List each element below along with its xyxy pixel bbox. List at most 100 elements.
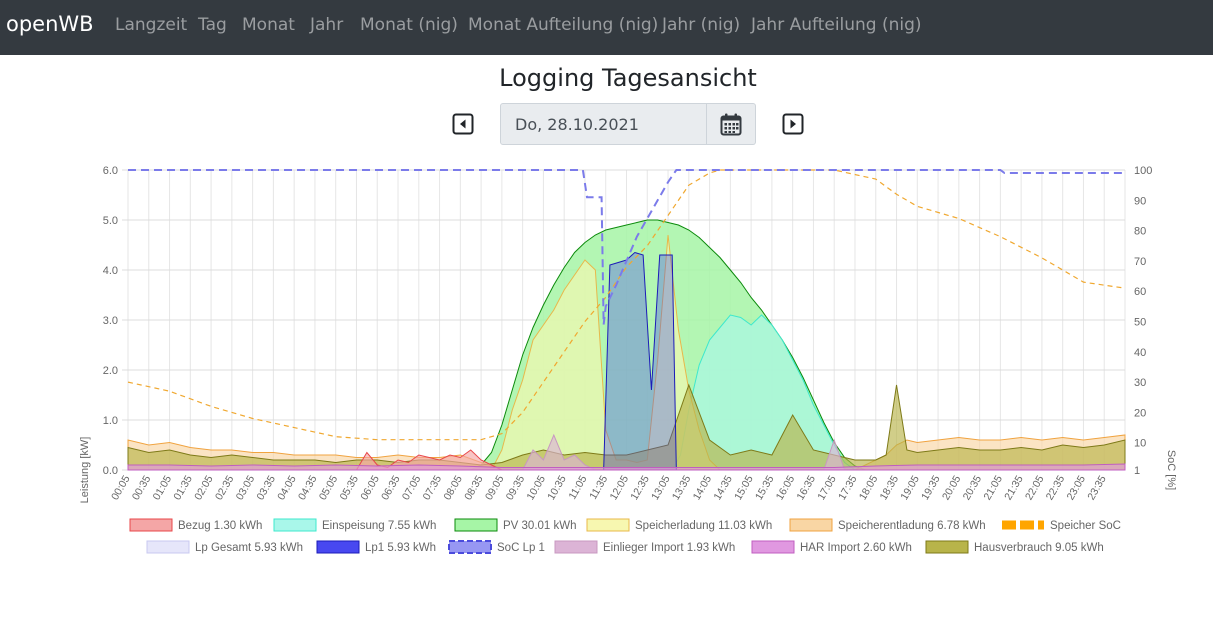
y2-tick-label: 70 <box>1134 256 1146 268</box>
x-tick-label: 07:35 <box>421 473 445 502</box>
x-tick-label: 22:35 <box>1044 473 1068 502</box>
legend-label: Lp1 5.93 kWh <box>365 542 436 554</box>
x-tick-label: 02:05 <box>192 473 216 502</box>
y2-tick-label: 30 <box>1134 377 1146 389</box>
x-tick-label: 05:05 <box>317 473 341 502</box>
caret-left-square-icon[interactable] <box>452 113 474 135</box>
legend-swatch <box>454 518 498 532</box>
legend-item-soc-lp-1[interactable]: SoC Lp 1 <box>448 540 545 554</box>
legend-label: PV 30.01 kWh <box>503 520 577 532</box>
x-tick-label: 19:35 <box>919 473 943 502</box>
x-tick-label: 01:05 <box>151 473 175 502</box>
x-tick-label: 13:35 <box>670 473 694 502</box>
x-tick-label: 06:05 <box>358 473 382 502</box>
x-tick-label: 09:35 <box>504 473 528 502</box>
x-tick-label: 11:05 <box>566 473 589 501</box>
x-tick-label: 10:35 <box>545 473 569 502</box>
x-tick-label: 15:05 <box>732 473 756 502</box>
x-tick-label: 17:05 <box>815 473 839 502</box>
x-tick-label: 23:35 <box>1085 473 1109 502</box>
legend-swatch <box>146 540 190 554</box>
x-tick-label: 18:05 <box>857 473 881 502</box>
y-tick-label: 3.0 <box>103 315 118 327</box>
nav-monat-nig[interactable]: Monat (nig) <box>360 15 458 35</box>
date-picker: Do, 28.10.2021 <box>500 103 756 145</box>
x-tick-label: 19:05 <box>898 473 922 502</box>
legend-item-har-import-2-60-kwh[interactable]: HAR Import 2.60 kWh <box>751 540 912 554</box>
y2-axis-label: SoC [%] <box>1165 450 1177 490</box>
series-area-einlieger-import-1-93-kwh <box>128 433 1125 471</box>
x-tick-label: 05:35 <box>338 473 362 502</box>
calendar-button[interactable] <box>707 103 756 145</box>
y-tick-label: 5.0 <box>103 215 118 227</box>
x-tick-label: 03:35 <box>254 473 278 502</box>
series-area-har-import-2-60-kwh <box>127 463 1126 471</box>
legend-label: SoC Lp 1 <box>497 542 545 554</box>
legend-label: Speicherladung 11.03 kWh <box>635 520 772 532</box>
legend-label: Speicherentladung 6.78 kWh <box>838 520 986 532</box>
date-input[interactable]: Do, 28.10.2021 <box>500 103 707 145</box>
x-tick-label: 03:05 <box>234 473 258 502</box>
x-tick-label: 15:35 <box>753 473 777 502</box>
legend-item-speicherentladung-6-78-kwh[interactable]: Speicherentladung 6.78 kWh <box>789 518 986 532</box>
calendar-icon <box>720 113 742 136</box>
x-tick-label: 12:35 <box>628 473 652 502</box>
nav-jahr-aufteilung-nig[interactable]: Jahr Aufteilung (nig) <box>751 15 922 35</box>
x-tick-label: 23:05 <box>1065 473 1089 502</box>
nav-langzeit[interactable]: Langzeit <box>115 15 188 35</box>
brand-logo[interactable]: openWB <box>6 12 94 36</box>
legend-label: Einspeisung 7.55 kWh <box>322 520 436 532</box>
x-tick-label: 00:35 <box>130 473 154 502</box>
y2-tick-label: 100 <box>1134 165 1152 177</box>
legend-swatch <box>316 540 360 554</box>
x-tick-label: 09:05 <box>483 473 507 502</box>
legend-item-einlieger-import-1-93-kwh[interactable]: Einlieger Import 1.93 kWh <box>554 540 735 554</box>
legend-swatch <box>789 518 833 532</box>
legend-item-bezug-1-30-kwh[interactable]: Bezug 1.30 kWh <box>129 518 262 532</box>
x-tick-label: 11:35 <box>587 473 610 501</box>
nav-monat-aufteilung-nig[interactable]: Monat Aufteilung (nig) <box>468 15 659 35</box>
y-tick-label: 0.0 <box>103 465 118 477</box>
x-tick-label: 14:05 <box>691 473 715 502</box>
nav-jahr-nig[interactable]: Jahr (nig) <box>662 15 741 35</box>
y2-tick-label: 10 <box>1134 438 1146 450</box>
nav-tag[interactable]: Tag <box>198 15 227 35</box>
y2-tick-label: 20 <box>1134 407 1146 419</box>
legend-item-speicher-soc[interactable]: Speicher SoC <box>1002 519 1121 532</box>
x-tick-label: 16:05 <box>774 473 798 502</box>
x-tick-label: 17:35 <box>836 473 860 502</box>
y2-tick-label: 40 <box>1134 347 1146 359</box>
legend-item-lp-gesamt-5-93-kwh[interactable]: Lp Gesamt 5.93 kWh <box>146 540 303 554</box>
legend-item-pv-30-01-kwh[interactable]: PV 30.01 kWh <box>454 518 577 532</box>
x-tick-label: 04:05 <box>275 473 299 502</box>
legend-label: Hausverbrauch 9.05 kWh <box>974 542 1104 554</box>
legend-item-einspeisung-7-55-kwh[interactable]: Einspeisung 7.55 kWh <box>273 518 436 532</box>
x-tick-label: 00:05 <box>109 473 133 502</box>
y2-tick-label: 1 <box>1134 465 1140 477</box>
legend-item-lp1-5-93-kwh[interactable]: Lp1 5.93 kWh <box>316 540 436 554</box>
legend-label: Lp Gesamt 5.93 kWh <box>195 542 303 554</box>
series-area-hausverbrauch-9-05-kwh <box>127 383 1126 471</box>
legend-swatch <box>273 518 317 532</box>
x-tick-label: 02:35 <box>213 473 237 502</box>
legend-label: Bezug 1.30 kWh <box>178 520 262 532</box>
series-area-bezug-1-30-kwh <box>128 449 1125 471</box>
nav-monat[interactable]: Monat <box>242 15 295 35</box>
legend-item-speicherladung-11-03-kwh[interactable]: Speicherladung 11.03 kWh <box>586 518 772 532</box>
x-tick-label: 14:35 <box>711 473 735 502</box>
series-area-pv-30-01-kwh <box>128 219 1125 471</box>
legend-label: Speicher SoC <box>1050 520 1121 532</box>
series-line-soc-lp-1 <box>128 169 1125 325</box>
nav-jahr[interactable]: Jahr <box>310 15 344 35</box>
caret-right-square-icon[interactable] <box>782 113 804 135</box>
x-tick-label: 20:35 <box>961 473 985 502</box>
legend-swatch <box>554 540 598 554</box>
x-tick-label: 07:05 <box>400 473 424 502</box>
y2-tick-label: 60 <box>1134 286 1146 298</box>
x-tick-label: 08:35 <box>462 473 486 502</box>
y-tick-label: 2.0 <box>103 365 118 377</box>
legend-item-hausverbrauch-9-05-kwh[interactable]: Hausverbrauch 9.05 kWh <box>925 540 1104 554</box>
x-tick-label: 22:05 <box>1023 473 1047 502</box>
x-tick-label: 13:05 <box>649 473 673 502</box>
y-tick-label: 4.0 <box>103 265 118 277</box>
